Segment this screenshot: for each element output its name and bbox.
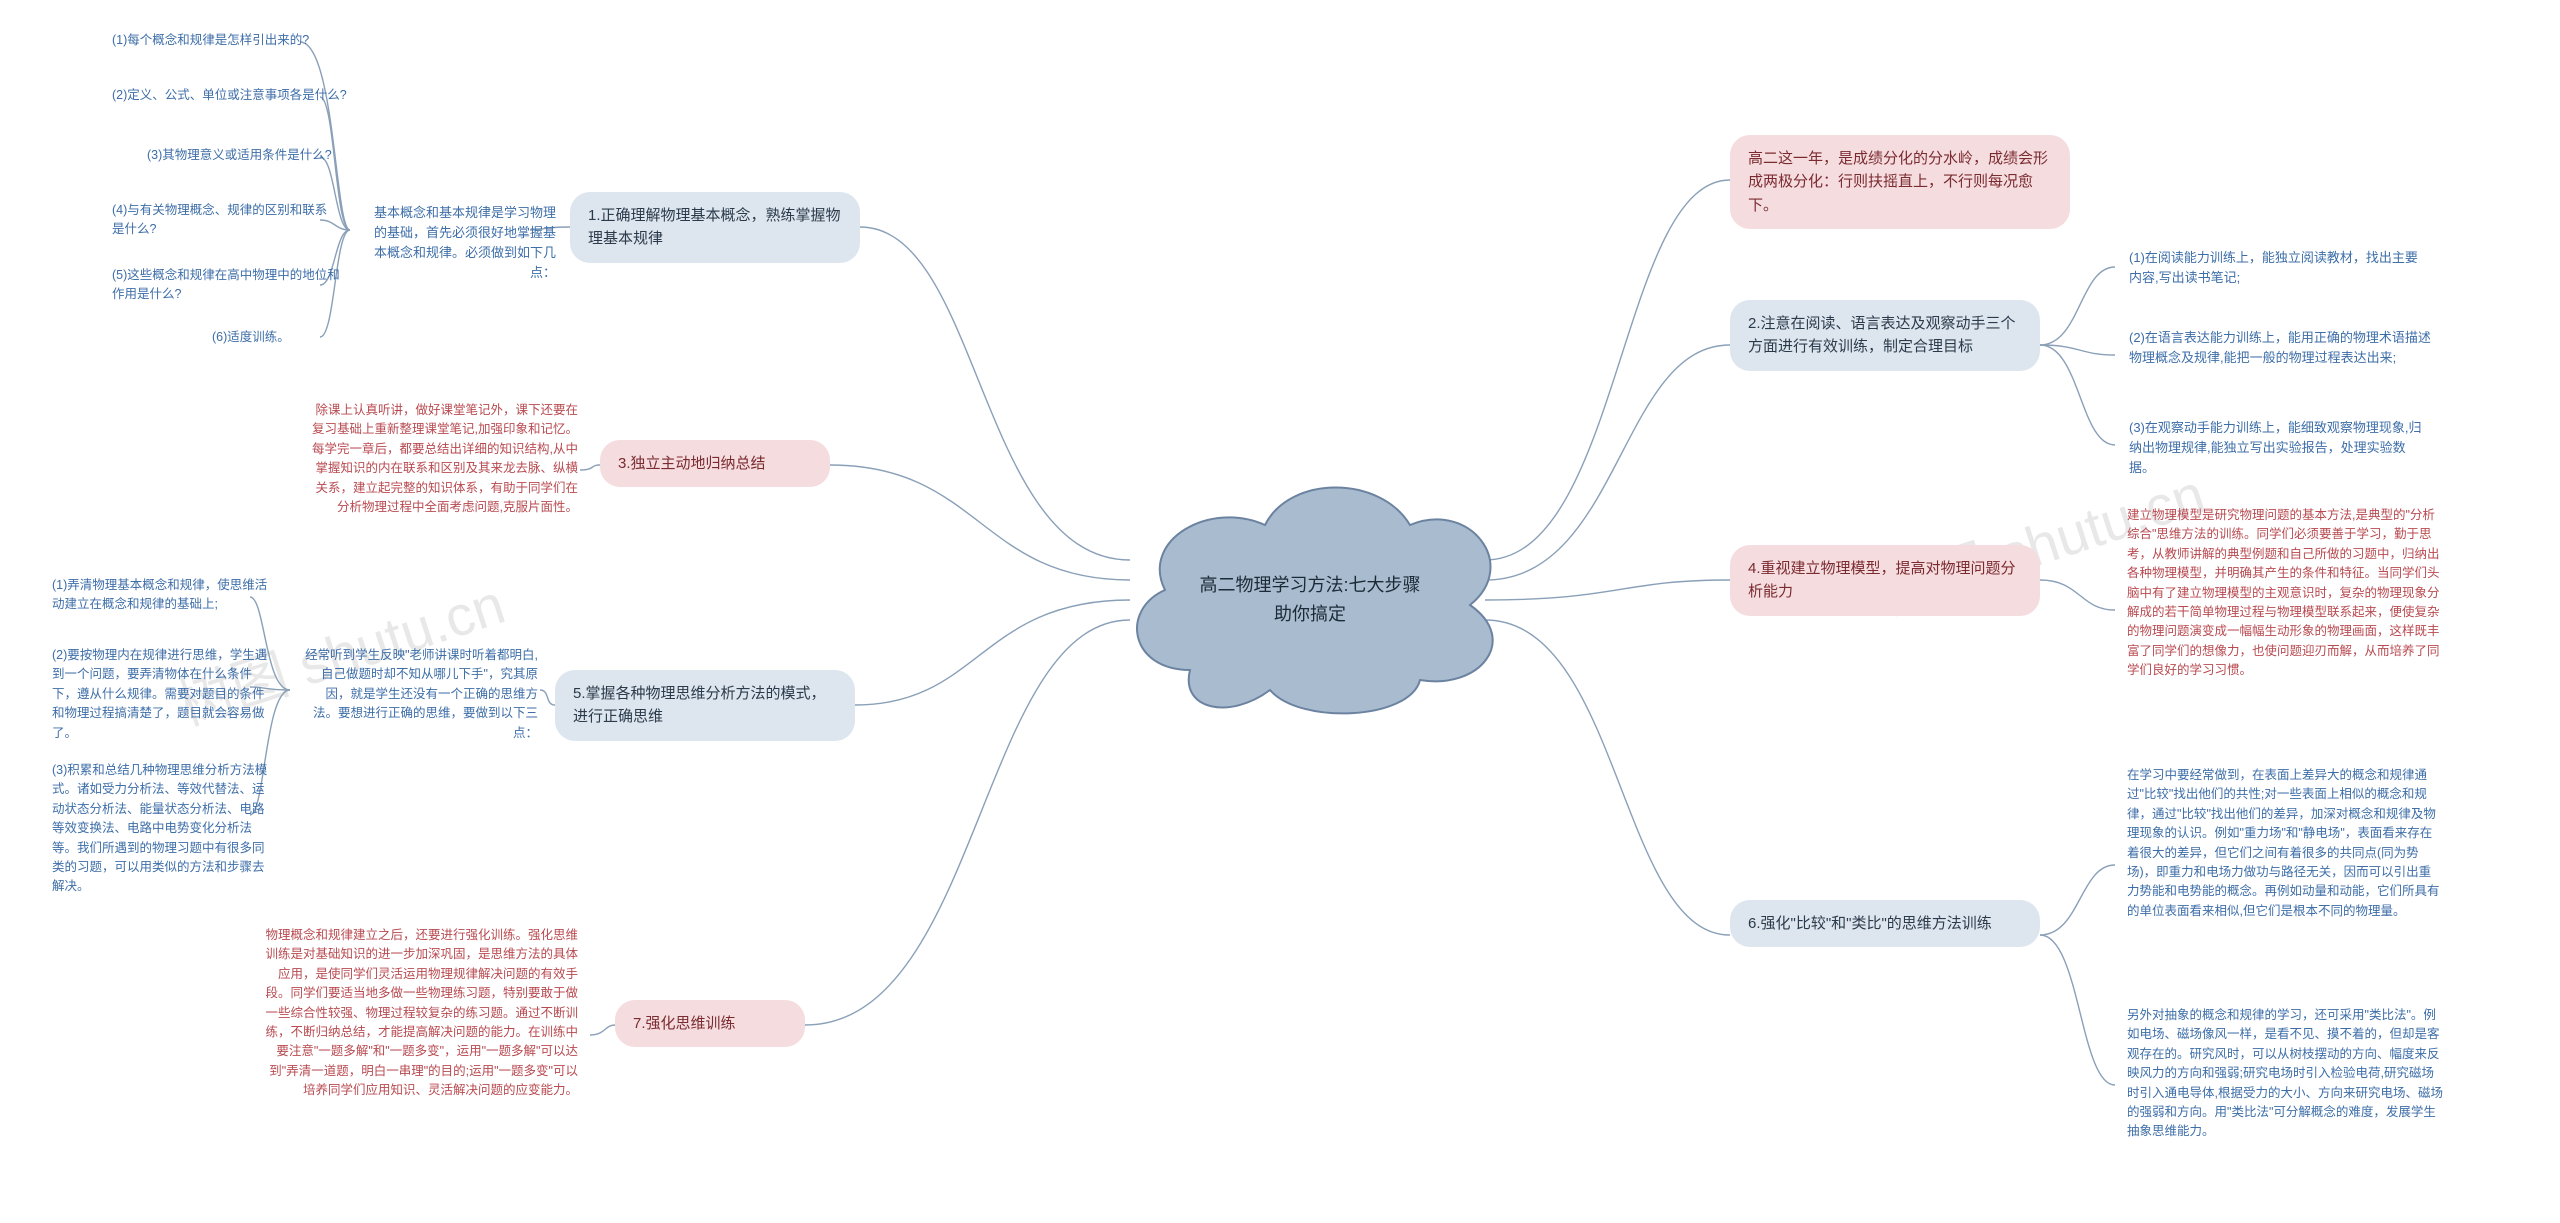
node-l5: 5.掌握各种物理思维分析方法的模式，进行正确思维 <box>555 670 855 741</box>
node-l1a: (1)每个概念和规律是怎样引出来的? <box>100 25 360 56</box>
center-cloud: 高二物理学习方法:七大步骤助你搞定 <box>1120 470 1500 730</box>
node-l1e: (5)这些概念和规律在高中物理中的地位和作用是什么? <box>100 260 360 311</box>
node-l1: 1.正确理解物理基本概念，熟练掌握物理基本规律 <box>570 192 860 263</box>
node-l5c: (3)积累和总结几种物理思维分析方法模式。诸如受力分析法、等效代替法、运动状态分… <box>40 755 285 903</box>
node-l7: 7.强化思维训练 <box>615 1000 805 1047</box>
node-r2c: (3)在观察动手能力训练上，能细致观察物理现象,归纳出物理规律,能独立写出实验报… <box>2115 410 2445 486</box>
node-r0: 高二这一年，是成绩分化的分水岭，成绩会形成两极分化：行则扶摇直上，不行则每况愈下… <box>1730 135 2070 229</box>
node-l5a: (1)弄清物理基本概念和规律，使思维活动建立在概念和规律的基础上; <box>40 570 285 621</box>
node-l5b: (2)要按物理内在规律进行思维，学生遇到一个问题，要弄清物体在什么条件下，遵从什… <box>40 640 285 749</box>
node-l3a: 除课上认真听讲，做好课堂笔记外，课下还要在复习基础上重新整理课堂笔记,加强印象和… <box>295 395 590 523</box>
node-l1f: (6)适度训练。 <box>200 322 330 353</box>
node-l1c: (3)其物理意义或适用条件是什么? <box>135 140 385 171</box>
node-r2b: (2)在语言表达能力训练上，能用正确的物理术语描述物理概念及规律,能把一般的物理… <box>2115 320 2445 376</box>
node-r4a: 建立物理模型是研究物理问题的基本方法,是典型的"分析综合"思维方法的训练。同学们… <box>2115 500 2455 686</box>
node-l3: 3.独立主动地归纳总结 <box>600 440 830 487</box>
node-r6a: 在学习中要经常做到，在表面上差异大的概念和规律通过"比较"找出他们的共性;对一些… <box>2115 760 2455 927</box>
node-l1d: (4)与有关物理概念、规律的区别和联系是什么? <box>100 195 350 246</box>
node-l1b: (2)定义、公式、单位或注意事项各是什么? <box>100 80 390 111</box>
node-r6b: 另外对抽象的概念和规律的学习，还可采用"类比法"。例如电场、磁场像风一样，是看不… <box>2115 1000 2455 1148</box>
node-l7a: 物理概念和规律建立之后，还要进行强化训练。强化思维训练是对基础知识的进一步加深巩… <box>250 920 590 1106</box>
node-r6: 6.强化"比较"和"类比"的思维方法训练 <box>1730 900 2040 947</box>
node-r4: 4.重视建立物理模型，提高对物理问题分析能力 <box>1730 545 2040 616</box>
center-title: 高二物理学习方法:七大步骤助你搞定 <box>1195 571 1425 629</box>
node-l1x: 基本概念和基本规律是学习物理的基础，首先必须很好地掌握基本概念和规律。必须做到如… <box>350 195 570 292</box>
node-r2a: (1)在阅读能力训练上，能独立阅读教材，找出主要内容,写出读书笔记; <box>2115 240 2435 296</box>
node-l5x: 经常听到学生反映"老师讲课时听着都明白,自己做题时却不知从哪儿下手"，究其原因，… <box>290 640 550 749</box>
node-r2: 2.注意在阅读、语言表达及观察动手三个方面进行有效训练，制定合理目标 <box>1730 300 2040 371</box>
